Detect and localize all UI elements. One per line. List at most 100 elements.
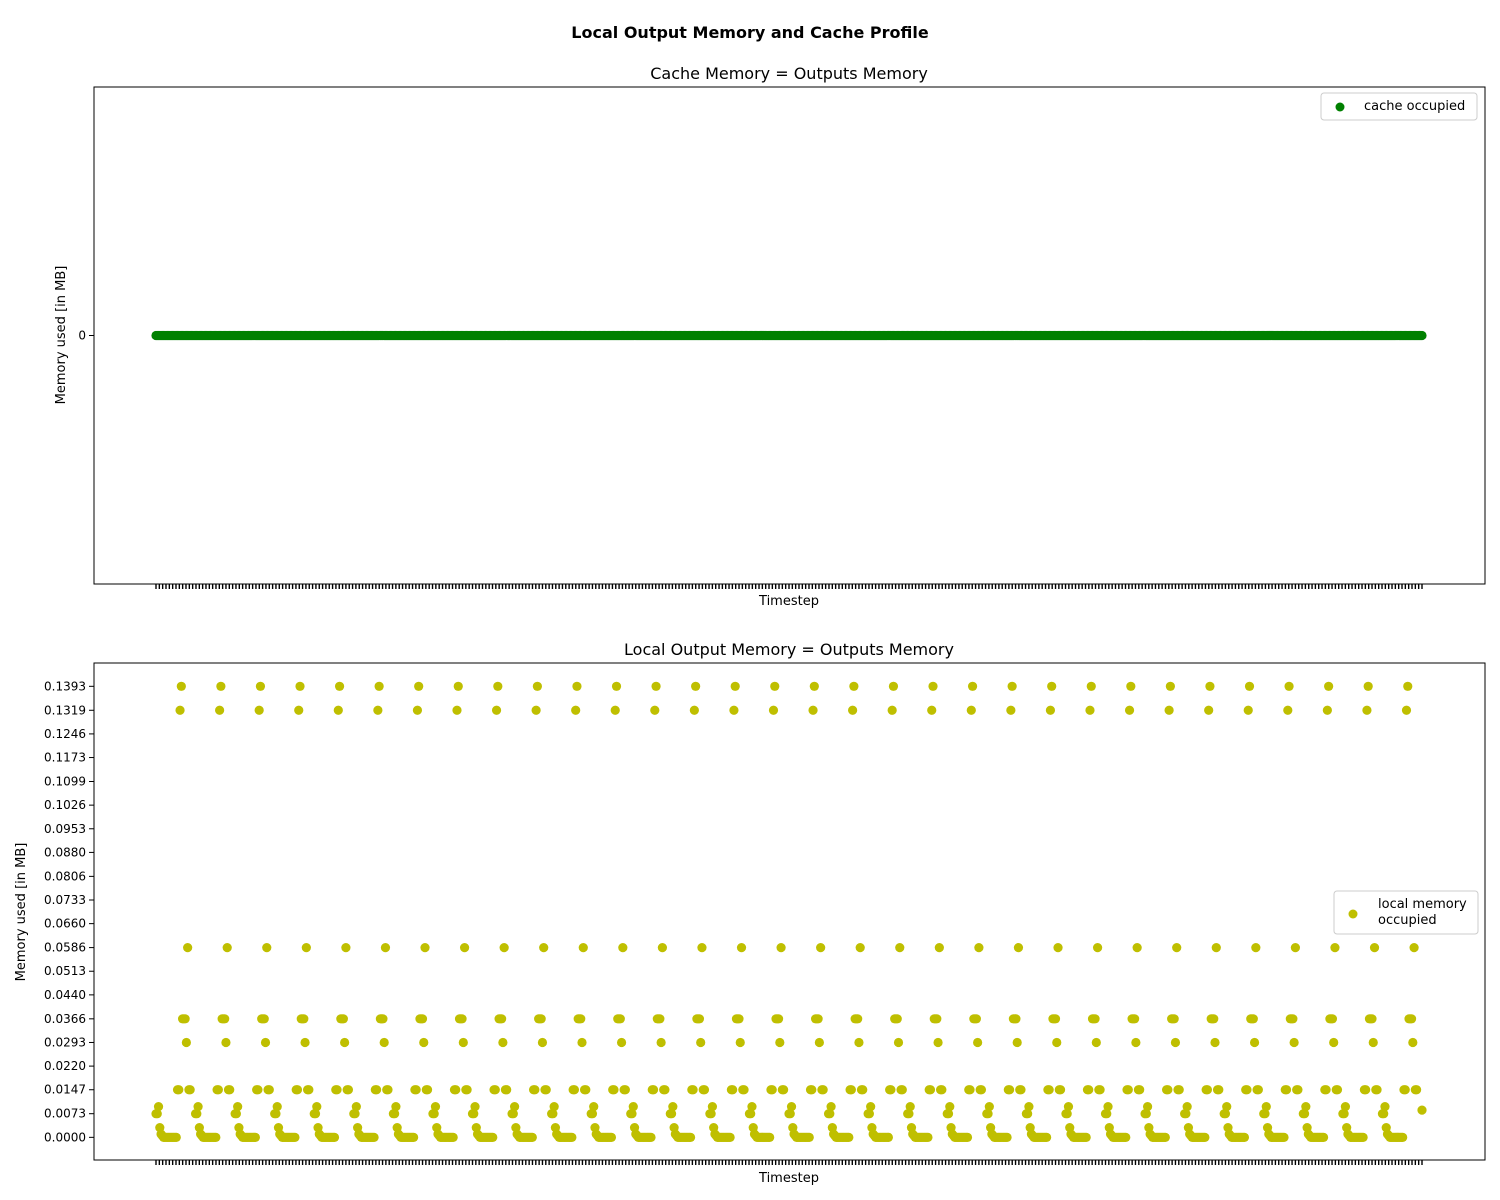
local-memory-data-point: [304, 1085, 314, 1095]
cache-chart-y-axis: 0: [78, 329, 94, 343]
local-memory-data-point: [1403, 681, 1413, 691]
local-memory-data-point: [250, 1132, 260, 1142]
local-memory-data-point: [452, 705, 462, 715]
local-memory-data-point: [458, 1037, 468, 1048]
local-memory-data-point: [414, 681, 424, 691]
local-memory-data-point: [532, 681, 542, 691]
local-memory-data-point: [1126, 681, 1136, 691]
local-memory-data-point: [429, 1109, 439, 1119]
local-memory-data-point: [498, 1037, 508, 1048]
local-memory-data-point: [310, 1109, 321, 1119]
local-memory-data-point: [548, 1109, 558, 1119]
local-memory-data-point: [813, 1014, 823, 1024]
local-memory-data-point: [646, 1132, 656, 1142]
local-memory-data-point: [490, 1085, 500, 1095]
local-memory-data-point: [1160, 1132, 1170, 1142]
local-memory-data-point: [1412, 1085, 1422, 1095]
local-memory-data-point: [272, 1101, 282, 1112]
local-memory-data-point: [976, 1085, 987, 1095]
local-memory-data-point: [1214, 1085, 1224, 1095]
local-memory-data-point: [577, 1037, 587, 1048]
local-memory-data-point: [329, 1132, 340, 1142]
local-memory-data-point: [420, 943, 430, 953]
local-memory-data-point: [1248, 1014, 1258, 1024]
local-memory-data-point: [807, 1085, 817, 1095]
local-memory-data-point: [973, 1037, 983, 1048]
local-memory-data-point: [1205, 681, 1215, 691]
local-memory-legend-box: [1333, 890, 1479, 935]
local-memory-data-point: [1368, 1037, 1378, 1048]
local-memory-data-point: [1260, 1109, 1270, 1119]
local-memory-data-point: [1006, 705, 1016, 715]
local-memory-y-tick-label: 0.0513: [44, 964, 86, 978]
local-memory-data-point: [1408, 1037, 1418, 1048]
local-memory-data-point: [1363, 681, 1373, 691]
local-memory-data-point: [174, 1085, 184, 1095]
local-memory-data-point: [893, 1037, 904, 1048]
local-memory-data-point: [699, 1085, 710, 1095]
local-memory-data-point: [1165, 681, 1175, 691]
local-memory-data-point: [1243, 705, 1253, 715]
local-memory-data-point: [616, 1037, 627, 1048]
local-memory-data-point: [1011, 1014, 1021, 1024]
local-memory-data-point: [1301, 1101, 1311, 1112]
local-memory-y-tick-label: 0.0366: [44, 1012, 86, 1026]
local-memory-data-point: [391, 1101, 401, 1112]
local-memory-data-point: [530, 1085, 540, 1095]
local-memory-data-point: [1052, 1037, 1062, 1048]
local-memory-data-point: [770, 681, 780, 691]
local-memory-data-point: [587, 1109, 598, 1119]
local-memory-data-point: [666, 1109, 677, 1119]
local-memory-data-point: [1293, 1085, 1303, 1095]
local-memory-y-tick-label: 0.0660: [44, 917, 86, 931]
local-memory-data-point: [334, 681, 345, 691]
local-memory-y-tick-label: 0.1026: [44, 798, 86, 812]
local-memory-chart: Local Output Memory = Outputs Memory 0.0…: [14, 640, 1486, 1186]
local-memory-data-point: [691, 681, 701, 691]
local-memory-data-point: [417, 1014, 428, 1024]
local-memory-data-point: [373, 705, 383, 715]
local-memory-data-point: [689, 705, 699, 715]
local-memory-data-point: [1169, 1014, 1179, 1024]
local-memory-chart-marks: [151, 681, 1427, 1142]
local-memory-data-point: [193, 1101, 203, 1112]
local-memory-data-point: [1141, 1109, 1151, 1119]
local-memory-data-point: [1209, 1014, 1219, 1024]
local-memory-data-point: [609, 1085, 619, 1095]
local-memory-data-point: [1324, 681, 1334, 691]
local-memory-data-point: [1261, 1101, 1271, 1112]
local-memory-data-point: [1005, 1085, 1015, 1095]
local-memory-data-point: [470, 1101, 480, 1112]
local-memory-data-point: [1358, 1132, 1368, 1142]
local-memory-legend-label-line1: local memory: [1378, 897, 1467, 912]
local-memory-data-point: [1002, 1132, 1012, 1142]
local-memory-data-point: [610, 705, 620, 715]
local-memory-data-point: [340, 1037, 350, 1048]
local-memory-y-tick-label: 0.1246: [44, 727, 86, 741]
local-memory-data-point: [1016, 1085, 1026, 1095]
local-memory-data-point: [220, 1014, 230, 1024]
local-memory-data-point: [453, 681, 463, 691]
local-memory-data-point: [1369, 943, 1380, 953]
local-memory-data-point: [301, 943, 311, 953]
local-memory-data-point: [299, 1014, 309, 1024]
local-memory-data-point: [488, 1132, 498, 1142]
local-memory-data-point: [883, 1132, 893, 1142]
local-memory-data-point: [578, 943, 588, 953]
local-memory-data-point: [656, 1037, 666, 1048]
local-memory-data-point: [1249, 1037, 1260, 1048]
local-memory-y-tick-label: 0.0440: [44, 988, 86, 1002]
local-memory-data-point: [1024, 1101, 1034, 1112]
local-memory-data-point: [1279, 1132, 1289, 1142]
local-memory-data-point: [1086, 681, 1096, 691]
local-memory-data-point: [1142, 1101, 1153, 1112]
local-memory-y-tick-label: 0.1099: [44, 775, 86, 789]
local-memory-data-point: [945, 1101, 955, 1112]
local-memory-data-point: [734, 1014, 744, 1024]
local-memory-data-point: [183, 943, 193, 953]
local-memory-data-point: [775, 1037, 785, 1048]
local-memory-data-point: [1330, 943, 1340, 953]
local-memory-data-point: [411, 1085, 421, 1095]
local-memory-data-point: [892, 1014, 902, 1024]
local-memory-data-point: [333, 705, 343, 715]
